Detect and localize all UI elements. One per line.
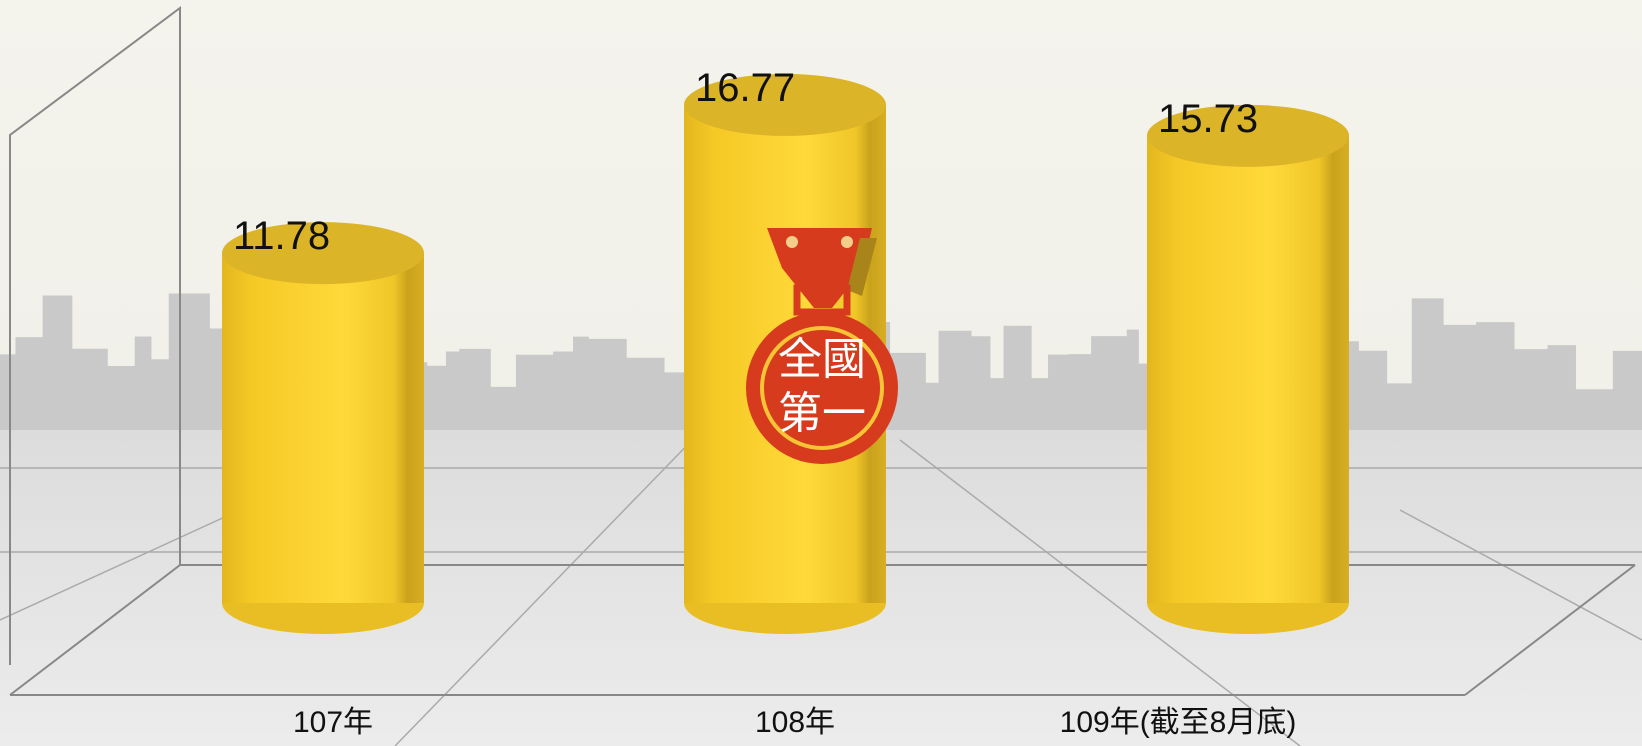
bar-top bbox=[684, 73, 886, 136]
value-label: 11.78 bbox=[233, 214, 330, 258]
value-label: 16.77 bbox=[695, 66, 795, 110]
bar bbox=[1147, 104, 1349, 634]
bar-body bbox=[222, 253, 424, 603]
bar-top bbox=[1147, 104, 1349, 167]
bar bbox=[222, 222, 424, 634]
bar-body bbox=[1147, 135, 1349, 603]
medal-text: 第一 bbox=[778, 388, 866, 439]
x-tick-label: 108年 bbox=[755, 706, 835, 739]
medal: 全國 第一 bbox=[746, 228, 898, 464]
medal-text: 全國 bbox=[778, 334, 866, 385]
x-tick-label: 107年 bbox=[293, 706, 373, 739]
value-label: 15.73 bbox=[1158, 97, 1258, 141]
bar-top bbox=[222, 222, 424, 285]
x-tick-label: 109年(截至8月底) bbox=[1060, 706, 1297, 739]
